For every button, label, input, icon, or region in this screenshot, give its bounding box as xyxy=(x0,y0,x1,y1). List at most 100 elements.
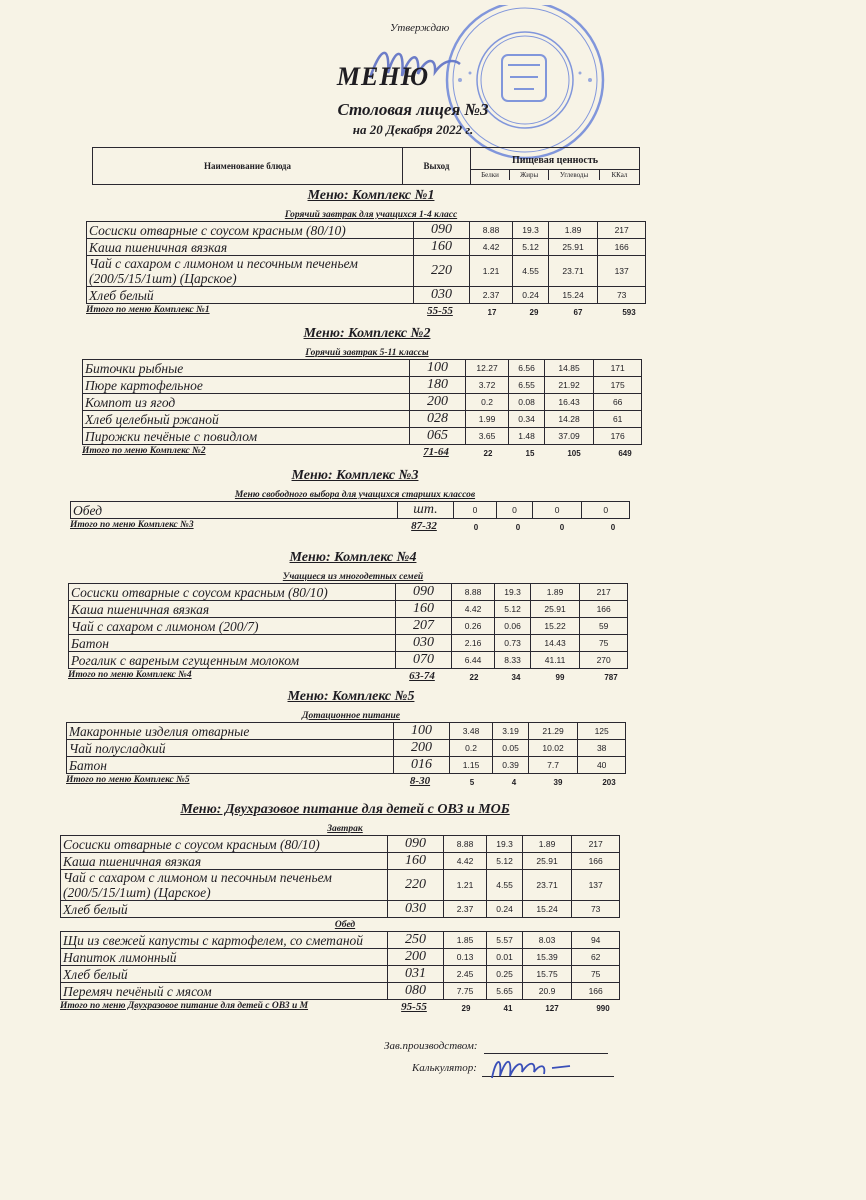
group-subtitle: Учащиеся из многодетных семей xyxy=(282,572,424,582)
dish-name: Биточки рыбные xyxy=(81,359,411,377)
total-protein: 5 xyxy=(469,778,475,787)
table-row: Рогалик с вареным сгущенным молоком 070 6.… xyxy=(67,651,628,669)
dish-fat: 5.12 xyxy=(494,600,531,618)
table-row: Обед шт. 0 0 0 0 xyxy=(69,501,630,519)
dish-fat: 5.12 xyxy=(486,852,523,870)
section-title: Меню: Двухразовое питание для детей с ОВ… xyxy=(180,802,510,817)
dish-kcal: 125 xyxy=(577,722,626,740)
dish-output: 160 xyxy=(395,600,452,618)
total-kcal: 203 xyxy=(602,778,616,787)
dish-protein: 0.26 xyxy=(450,617,496,635)
dish-kcal: 166 xyxy=(571,852,620,870)
dish-name: Хлеб белый xyxy=(59,965,389,983)
dish-output: 080 xyxy=(387,982,444,1000)
table-row: Каша пшеничная вязкая 160 4.42 5.12 25.91 166 xyxy=(59,852,620,870)
dish-output: 220 xyxy=(413,255,470,287)
dish-output: 100 xyxy=(409,359,466,377)
table-row: Пюре картофельное 180 3.72 6.55 21.92 175 xyxy=(81,376,642,394)
group-subtitle: Завтрак xyxy=(327,824,363,834)
dish-fat: 0 xyxy=(496,501,533,519)
dish-name: Макаронные изделия отварные xyxy=(65,722,395,740)
dish-name: Каша пшеничная вязкая xyxy=(59,852,389,870)
table-row: Напиток лимонный 200 0.13 0.01 15.39 62 xyxy=(59,948,620,966)
dish-fat: 8.33 xyxy=(494,651,531,669)
dish-protein: 1.21 xyxy=(468,255,514,287)
dish-fat: 0.73 xyxy=(494,634,531,652)
dish-protein: 0.2 xyxy=(464,393,510,411)
official-stamp xyxy=(445,5,605,160)
table-row: Хлеб белый 031 2.45 0.25 15.75 75 xyxy=(59,965,620,983)
dish-name: Пирожки печёные с повидлом xyxy=(81,427,411,445)
table-row: Сосиски отварные с соусом красным (80/10… xyxy=(67,583,628,601)
table-row: Биточки рыбные 100 12.27 6.56 14.85 171 xyxy=(81,359,642,377)
dish-table: Сосиски отварные с соусом красным (80/10… xyxy=(67,583,628,669)
dish-carbs: 14.43 xyxy=(529,634,581,652)
dish-name: Батон xyxy=(65,756,395,774)
total-output: 55-55 xyxy=(427,305,453,317)
table-row: Хлеб белый 030 2.37 0.24 15.24 73 xyxy=(85,286,646,304)
dish-output: 100 xyxy=(393,722,450,740)
col-carbs-header: Углеводы xyxy=(549,170,600,180)
col-name-header: Наименование блюда xyxy=(93,148,403,184)
col-nutrition-header: Пищевая ценность Белки Жиры Углеводы ККа… xyxy=(471,148,639,184)
group-subtitle: Горячий завтрак для учащихся 1-4 класс xyxy=(284,210,458,220)
dish-name: Хлеб белый xyxy=(85,286,415,304)
dish-output: 200 xyxy=(409,393,466,411)
dish-carbs: 21.29 xyxy=(527,722,579,740)
dish-kcal: 66 xyxy=(593,393,642,411)
dish-protein: 1.21 xyxy=(442,869,488,901)
dish-table: Щи из свежей капусты с картофелем, со см… xyxy=(59,931,620,1000)
dish-name: Пюре картофельное xyxy=(81,376,411,394)
total-carbs: 67 xyxy=(573,308,583,317)
dish-name: Хлеб белый xyxy=(59,900,389,918)
dish-kcal: 73 xyxy=(597,286,646,304)
dish-fat: 0.25 xyxy=(486,965,523,983)
calculator-label: Калькулятор: xyxy=(412,1062,477,1074)
dish-fat: 0.24 xyxy=(512,286,549,304)
dish-protein: 7.75 xyxy=(442,982,488,1000)
table-row: Чай с сахаром с лимоном и песочным печен… xyxy=(59,869,620,901)
dish-output: 180 xyxy=(409,376,466,394)
dish-fat: 6.55 xyxy=(508,376,545,394)
dish-name: Сосиски отварные с соусом красным (80/10… xyxy=(67,583,397,601)
canteen-name: Столовая лицея №3 xyxy=(337,100,489,119)
total-fat: 34 xyxy=(511,673,521,682)
dish-kcal: 75 xyxy=(579,634,628,652)
dish-protein: 3.72 xyxy=(464,376,510,394)
dish-protein: 0.13 xyxy=(442,948,488,966)
dish-kcal: 61 xyxy=(593,410,642,428)
dish-output: 090 xyxy=(395,583,452,601)
dish-kcal: 166 xyxy=(579,600,628,618)
dish-output: 250 xyxy=(387,931,444,949)
dish-name: Напиток лимонный xyxy=(59,948,389,966)
total-carbs: 99 xyxy=(555,673,565,682)
dish-protein: 8.88 xyxy=(442,835,488,853)
total-protein: 0 xyxy=(473,523,479,532)
total-fat: 41 xyxy=(503,1004,513,1013)
dish-carbs: 15.22 xyxy=(529,617,581,635)
dish-name: Хлеб целебный ржаной xyxy=(81,410,411,428)
dish-name: Рогалик с вареным сгущенным молоком xyxy=(67,651,397,669)
dish-output: 031 xyxy=(387,965,444,983)
dish-fat: 5.57 xyxy=(486,931,523,949)
dish-kcal: 38 xyxy=(577,739,626,757)
dish-output: 030 xyxy=(387,900,444,918)
dish-kcal: 175 xyxy=(593,376,642,394)
dish-carbs: 0 xyxy=(531,501,583,519)
dish-name: Батон xyxy=(67,634,397,652)
dish-kcal: 166 xyxy=(571,982,620,1000)
dish-name: Обед xyxy=(69,501,399,519)
total-label: Итого по меню Комплекс №3 xyxy=(70,520,194,530)
section-total: Итого по меню Комплекс №1 55-55 17 29 67 593 xyxy=(86,305,656,317)
dish-carbs: 15.39 xyxy=(521,948,573,966)
dish-kcal: 62 xyxy=(571,948,620,966)
total-fat: 0 xyxy=(515,523,521,532)
dish-carbs: 15.24 xyxy=(521,900,573,918)
dish-output: 160 xyxy=(413,238,470,256)
dish-carbs: 1.89 xyxy=(521,835,573,853)
group-subtitle: Обед xyxy=(334,920,356,930)
dish-output: 030 xyxy=(395,634,452,652)
table-header: Наименование блюда Выход Пищевая ценност… xyxy=(92,147,640,185)
table-row: Батон 016 1.15 0.39 7.7 40 xyxy=(65,756,626,774)
dish-kcal: 217 xyxy=(597,221,646,239)
